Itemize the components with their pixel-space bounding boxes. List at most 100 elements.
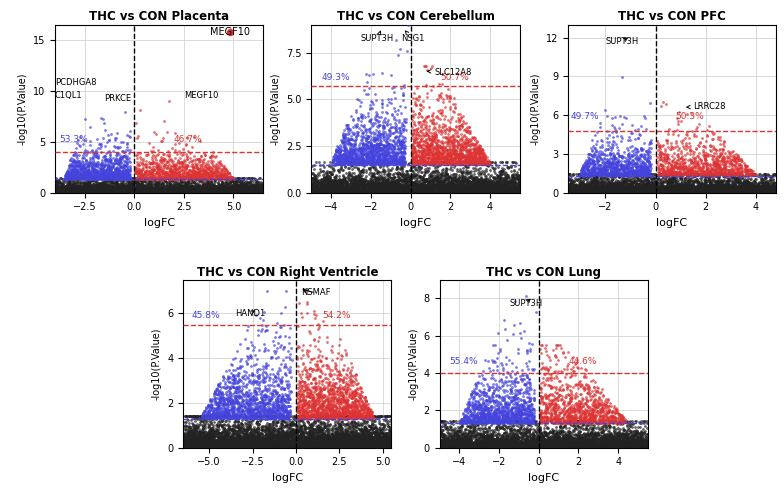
Point — [581, 179, 593, 186]
Point — [458, 432, 470, 440]
Point — [493, 168, 506, 176]
Point — [218, 441, 230, 449]
Point — [552, 440, 564, 448]
Point — [595, 137, 608, 145]
Point — [67, 174, 79, 182]
Point — [225, 188, 238, 196]
Point — [706, 184, 718, 192]
Point — [472, 413, 485, 421]
Point — [608, 433, 620, 441]
Point — [183, 187, 196, 195]
Point — [353, 160, 365, 168]
Point — [394, 158, 406, 166]
Point — [323, 404, 336, 412]
Point — [731, 184, 743, 192]
Point — [524, 438, 536, 446]
Point — [245, 412, 257, 420]
Point — [185, 144, 198, 152]
Point — [426, 132, 438, 140]
Point — [387, 185, 399, 193]
Point — [636, 187, 648, 195]
Point — [192, 436, 205, 444]
Point — [739, 162, 752, 170]
Point — [534, 417, 546, 425]
Point — [98, 185, 111, 193]
Point — [164, 165, 176, 173]
Point — [666, 169, 679, 177]
Point — [188, 188, 201, 196]
Text: SLC12A8: SLC12A8 — [427, 68, 472, 77]
Point — [72, 187, 85, 195]
Point — [68, 170, 81, 178]
Point — [127, 182, 140, 190]
Point — [411, 185, 423, 193]
Point — [284, 355, 296, 363]
Point — [603, 441, 615, 449]
Point — [726, 170, 739, 178]
Point — [542, 439, 554, 447]
Point — [739, 184, 752, 192]
Point — [377, 441, 390, 449]
Point — [337, 178, 350, 186]
Point — [541, 392, 554, 400]
Point — [294, 396, 307, 404]
Point — [394, 188, 406, 196]
Point — [452, 160, 464, 168]
Point — [303, 442, 315, 450]
Point — [195, 185, 208, 193]
Point — [640, 433, 652, 441]
Point — [567, 413, 579, 421]
Point — [327, 157, 339, 165]
Point — [484, 441, 496, 449]
Point — [221, 407, 234, 415]
Point — [739, 186, 751, 194]
Point — [466, 403, 478, 411]
Point — [222, 443, 234, 451]
Point — [310, 443, 323, 451]
Point — [462, 436, 474, 444]
Point — [327, 153, 339, 161]
Point — [192, 442, 205, 450]
Point — [632, 176, 644, 184]
Point — [245, 186, 258, 194]
Point — [586, 430, 599, 438]
Point — [214, 398, 227, 405]
Point — [255, 430, 267, 438]
Point — [568, 188, 581, 196]
Point — [590, 187, 603, 195]
Point — [343, 439, 355, 447]
Point — [350, 183, 362, 190]
Point — [568, 413, 581, 421]
Point — [594, 431, 607, 439]
Point — [169, 162, 182, 170]
Point — [198, 188, 210, 196]
Point — [448, 159, 461, 167]
Point — [410, 153, 423, 160]
Point — [627, 186, 640, 194]
Point — [240, 381, 252, 389]
Point — [396, 154, 408, 162]
Point — [254, 184, 267, 192]
Point — [71, 169, 84, 177]
Point — [516, 406, 528, 414]
Point — [356, 153, 368, 160]
Point — [440, 180, 452, 187]
Point — [393, 183, 405, 190]
Point — [336, 176, 348, 184]
Point — [456, 158, 468, 166]
Point — [709, 158, 721, 166]
Point — [334, 154, 347, 161]
Point — [460, 150, 473, 158]
Point — [608, 437, 620, 445]
Point — [731, 188, 743, 196]
Point — [347, 439, 360, 447]
Point — [51, 187, 64, 195]
Point — [437, 154, 449, 161]
Point — [308, 161, 321, 169]
Point — [412, 186, 424, 194]
Point — [351, 157, 364, 165]
Point — [263, 425, 276, 433]
Point — [207, 174, 220, 182]
Point — [453, 183, 466, 191]
Point — [434, 441, 446, 449]
